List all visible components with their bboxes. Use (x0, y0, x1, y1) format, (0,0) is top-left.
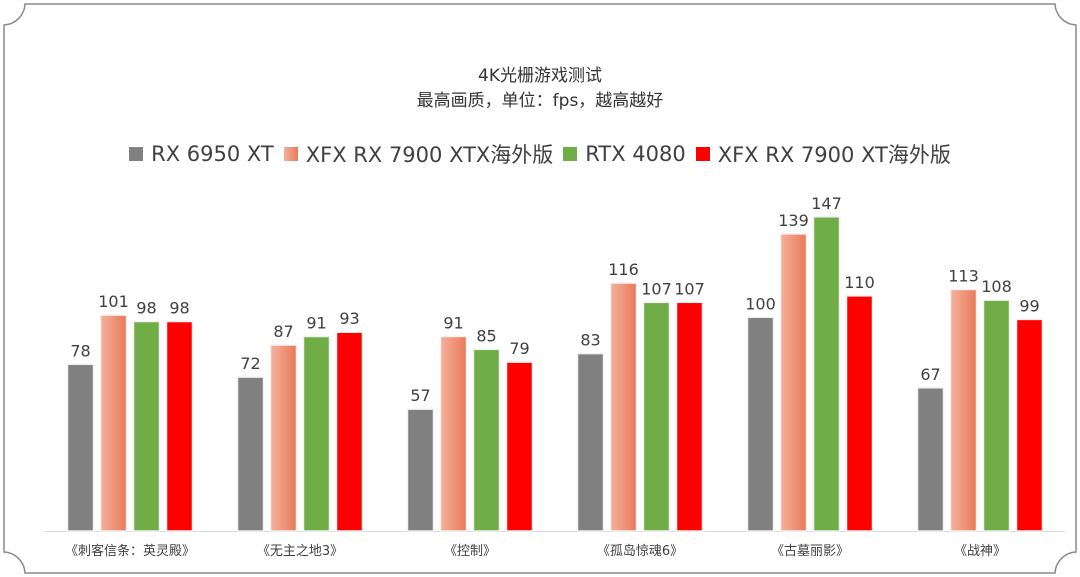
bar (675, 301, 704, 532)
bar (949, 288, 978, 532)
legend-label: XFX RX 7900 XT海外版 (717, 143, 951, 167)
data-label: 139 (778, 211, 809, 230)
legend-swatch (695, 147, 710, 161)
legend-swatch (563, 147, 578, 161)
bar (1015, 318, 1044, 532)
bar (642, 301, 671, 532)
bar (302, 335, 331, 532)
bar (132, 320, 161, 532)
legend-item: XFX RX 7900 XT海外版 (695, 139, 951, 169)
bar (982, 299, 1011, 532)
data-label: 79 (509, 339, 529, 358)
data-label: 107 (641, 279, 672, 298)
data-label: 147 (811, 194, 842, 213)
data-label: 116 (608, 260, 639, 279)
data-label: 91 (443, 313, 463, 332)
data-label: 83 (580, 331, 600, 350)
data-label: 78 (70, 341, 90, 360)
data-label: 99 (1019, 296, 1039, 315)
bar (165, 320, 194, 532)
bar (845, 295, 874, 532)
bar (916, 387, 945, 532)
bar (746, 316, 775, 532)
legend-swatch (283, 147, 298, 161)
legend-item: XFX RX 7900 XTX海外版 (283, 139, 554, 169)
bar (812, 216, 841, 532)
data-label: 85 (476, 326, 496, 345)
bar (472, 348, 501, 532)
data-label: 113 (948, 266, 979, 285)
data-label: 110 (844, 273, 875, 292)
x-tick-label: 《控制》 (444, 544, 496, 559)
data-label: 100 (745, 294, 776, 313)
bar (505, 361, 534, 532)
x-tick-label: 《无主之地3》 (257, 544, 343, 559)
data-label: 98 (136, 299, 156, 318)
bar (236, 376, 265, 532)
data-label: 87 (273, 322, 293, 341)
data-label: 57 (410, 386, 430, 405)
legend-label: XFX RX 7900 XTX海外版 (305, 143, 554, 167)
x-tick-label: 《孤岛惊魂6》 (597, 543, 683, 559)
legend-item: RX 6950 XT (129, 142, 274, 166)
x-tick-label: 《刺客信条：英灵殿》 (65, 543, 195, 559)
bar (779, 233, 808, 532)
legend-swatch (129, 147, 144, 161)
data-label: 93 (339, 309, 359, 328)
legend-item: RTX 4080 (563, 142, 686, 166)
bar (609, 282, 638, 532)
legend-label: RX 6950 XT (151, 142, 274, 166)
chart-title: 4K光栅游戏测试 (478, 66, 602, 86)
data-label: 107 (674, 279, 705, 298)
bar (66, 363, 95, 532)
bar (576, 352, 605, 532)
x-tick-label: 《古墓丽影》 (771, 544, 849, 559)
data-label: 101 (98, 292, 129, 311)
data-label: 91 (306, 313, 326, 332)
legend: RX 6950 XT XFX RX 7900 XTX海外版 RTX 4080 XFX … (0, 139, 1080, 169)
chart-subtitle: 最高画质，单位：fps，越高越好 (416, 91, 664, 111)
data-label: 72 (240, 354, 260, 373)
bar (406, 408, 435, 532)
data-label: 108 (981, 277, 1012, 296)
bar (439, 335, 468, 532)
bar (269, 344, 298, 532)
data-label: 67 (920, 365, 940, 384)
bar (99, 314, 128, 532)
x-tick-label: 《战神》 (954, 544, 1006, 559)
bar (335, 331, 364, 532)
data-label: 98 (169, 299, 189, 318)
legend-label: RTX 4080 (585, 142, 686, 166)
